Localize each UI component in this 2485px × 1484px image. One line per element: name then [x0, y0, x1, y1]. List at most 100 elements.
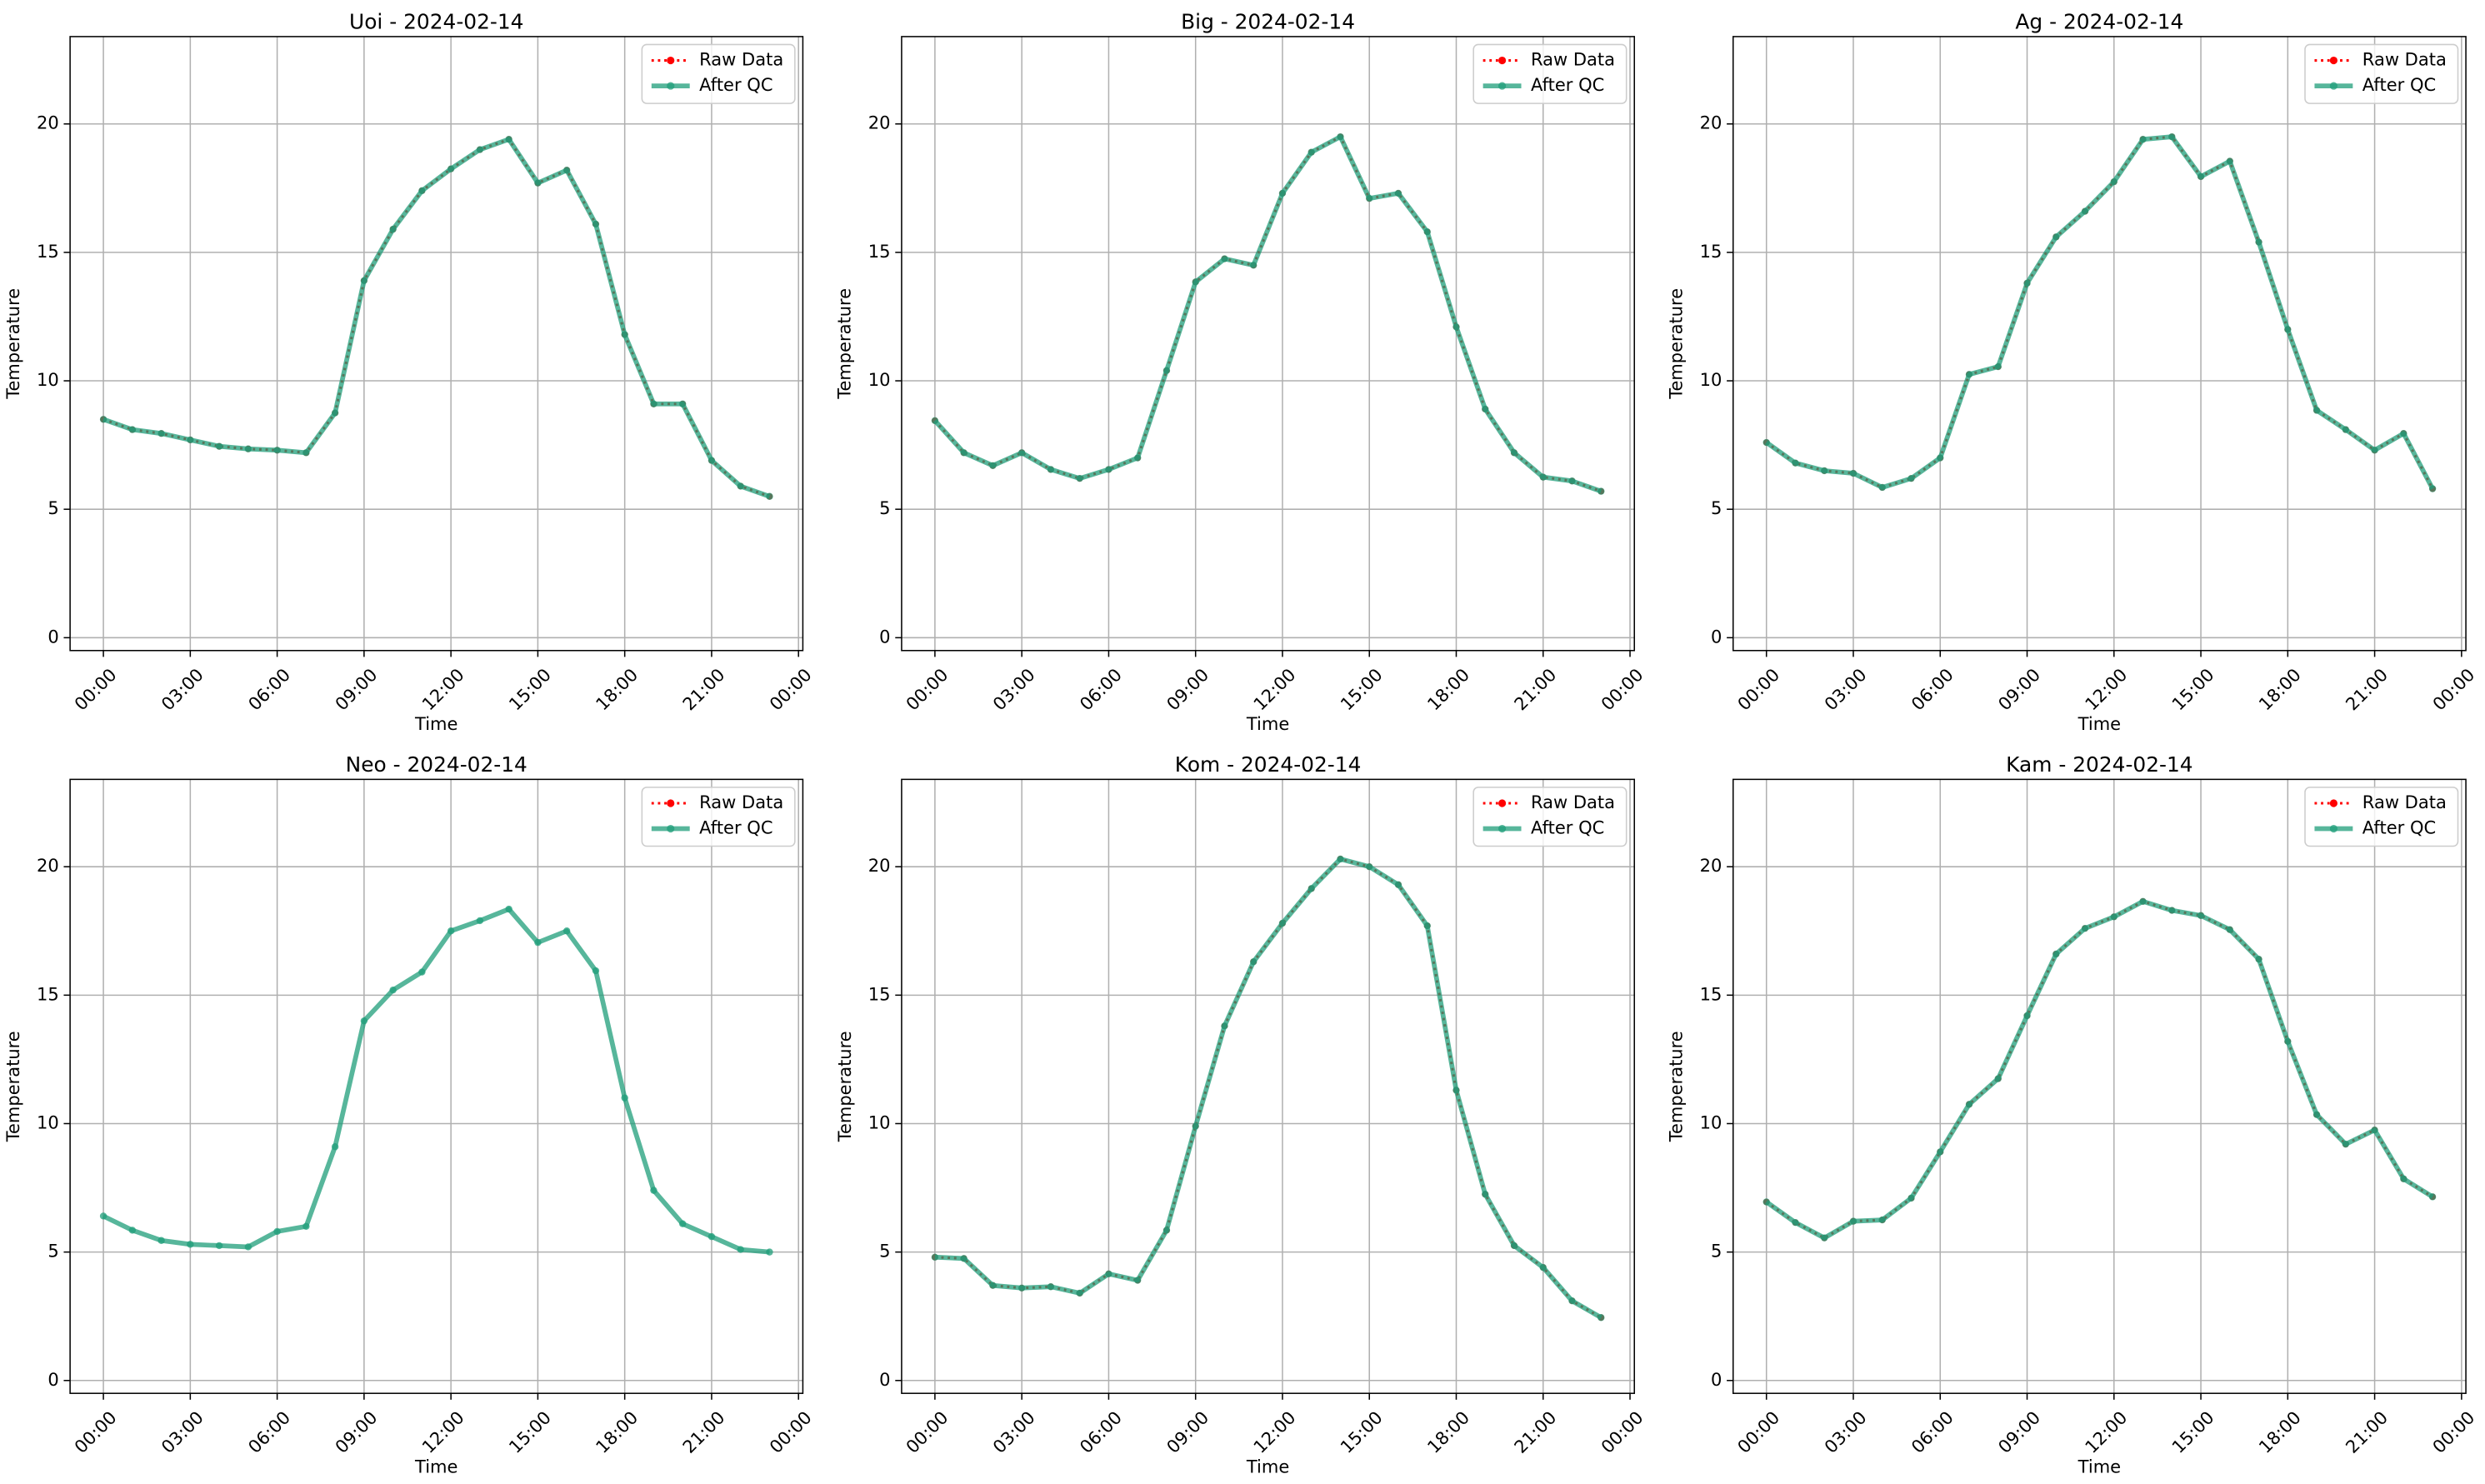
y-tick-label: 15 [868, 241, 891, 262]
x-tick-label: 18:00 [1423, 1407, 1474, 1457]
data-point [447, 165, 455, 172]
data-point [562, 167, 571, 174]
data-point [1482, 1191, 1489, 1198]
legend-marker [2329, 824, 2338, 833]
plot-area [901, 779, 1635, 1394]
data-point [331, 1143, 339, 1151]
y-tick-label: 10 [37, 1112, 59, 1132]
legend-marker [2329, 799, 2338, 807]
data-point [1337, 132, 1344, 141]
data-point [215, 1242, 223, 1250]
x-tick-label: 21:00 [1510, 1407, 1561, 1457]
data-point [1250, 958, 1258, 966]
data-point [2139, 897, 2147, 906]
data-point [960, 1255, 968, 1262]
data-point [1337, 855, 1344, 863]
legend-box [641, 787, 796, 847]
y-tick-label: 15 [37, 241, 59, 262]
y-tick-label: 20 [868, 855, 891, 876]
data-point [2284, 326, 2292, 333]
legend-box [2304, 787, 2459, 847]
x-tick-label: 18:00 [2254, 664, 2305, 714]
data-point [2197, 172, 2205, 181]
data-point [708, 1232, 716, 1241]
data-point [389, 986, 397, 994]
legend-label: Raw Data [2362, 49, 2447, 70]
x-tick-label: 06:00 [1076, 1407, 1127, 1457]
data-point [2226, 926, 2234, 933]
data-point [1482, 405, 1489, 413]
data-point [1598, 487, 1605, 495]
data-point [2081, 924, 2089, 932]
data-point [215, 442, 223, 450]
x-tick-label: 18:00 [1423, 664, 1474, 714]
legend-label: After QC [1531, 74, 1604, 95]
data-point [1133, 1277, 1142, 1284]
data-point [1423, 228, 1431, 236]
chart-title: Ag - 2024-02-14 [2015, 9, 2183, 33]
data-point [931, 417, 939, 425]
y-tick-label: 5 [879, 1241, 890, 1262]
x-tick-label: 09:00 [331, 1407, 382, 1457]
y-axis-label: Temperature [834, 1031, 855, 1142]
data-point [187, 436, 194, 444]
data-point [737, 482, 744, 490]
legend-marker [667, 56, 675, 65]
x-tick-label: 06:00 [1907, 664, 1958, 714]
data-point [1366, 194, 1373, 202]
subplot: 00:00 03:00 06:00 09:00 12:00 15:00 18:00 21:00… [834, 752, 1648, 1477]
data-point [2139, 136, 2147, 143]
plot-area [901, 36, 1635, 651]
data-point [273, 447, 281, 454]
data-point [2197, 912, 2205, 919]
data-point [1047, 466, 1055, 473]
y-tick-label: 5 [48, 497, 58, 518]
series-line [102, 907, 770, 1255]
data-point [99, 1212, 108, 1220]
axes-frame [69, 778, 804, 1394]
data-point [418, 968, 426, 976]
x-tick-label: 09:00 [1994, 664, 2045, 714]
legend-label: After QC [699, 817, 772, 838]
data-point [1250, 262, 1258, 269]
subplot: 00:00 03:00 06:00 09:00 12:00 15:00 18:00 21:00… [2, 9, 816, 734]
data-point [2226, 157, 2234, 165]
y-axis-label: Temperature [1666, 288, 1687, 400]
x-tick-label: 15:00 [1336, 1407, 1387, 1457]
data-point [1221, 1022, 1228, 1030]
data-point [1047, 1283, 1055, 1291]
data-point [1849, 469, 1858, 477]
series-line [932, 134, 1602, 494]
x-tick-label: 03:00 [157, 1407, 208, 1457]
x-tick-label: 09:00 [331, 664, 382, 714]
data-point [389, 225, 397, 233]
data-point [1278, 919, 1287, 927]
x-tick-label: 06:00 [1076, 664, 1127, 714]
chart-title: Uoi - 2024-02-14 [349, 9, 523, 33]
y-tick-label: 20 [868, 112, 891, 133]
data-point [737, 1246, 744, 1253]
data-point [158, 1237, 165, 1244]
data-point [534, 938, 542, 947]
legend-label: Raw Data [1531, 49, 1615, 70]
data-point [1278, 189, 1287, 197]
series-line [934, 857, 1602, 1320]
x-tick-label: 21:00 [2342, 664, 2392, 714]
plot-area [70, 779, 803, 1394]
data-point [2342, 1140, 2350, 1148]
x-axis-label: Time [2078, 713, 2121, 734]
legend-marker [2329, 82, 2338, 90]
x-tick-label: 00:00 [1733, 664, 1784, 714]
data-point [99, 416, 108, 423]
data-point [2371, 1126, 2378, 1134]
x-tick-label: 03:00 [1820, 664, 1871, 714]
data-point [2428, 485, 2437, 492]
data-point [1105, 1270, 1112, 1278]
x-tick-label: 03:00 [1820, 1407, 1871, 1457]
axes-frame [1732, 778, 2467, 1394]
data-point [2400, 430, 2408, 437]
data-point [1076, 474, 1083, 482]
data-point [2428, 1193, 2437, 1201]
y-tick-label: 5 [1711, 1241, 1722, 1262]
data-point [1192, 278, 1199, 286]
